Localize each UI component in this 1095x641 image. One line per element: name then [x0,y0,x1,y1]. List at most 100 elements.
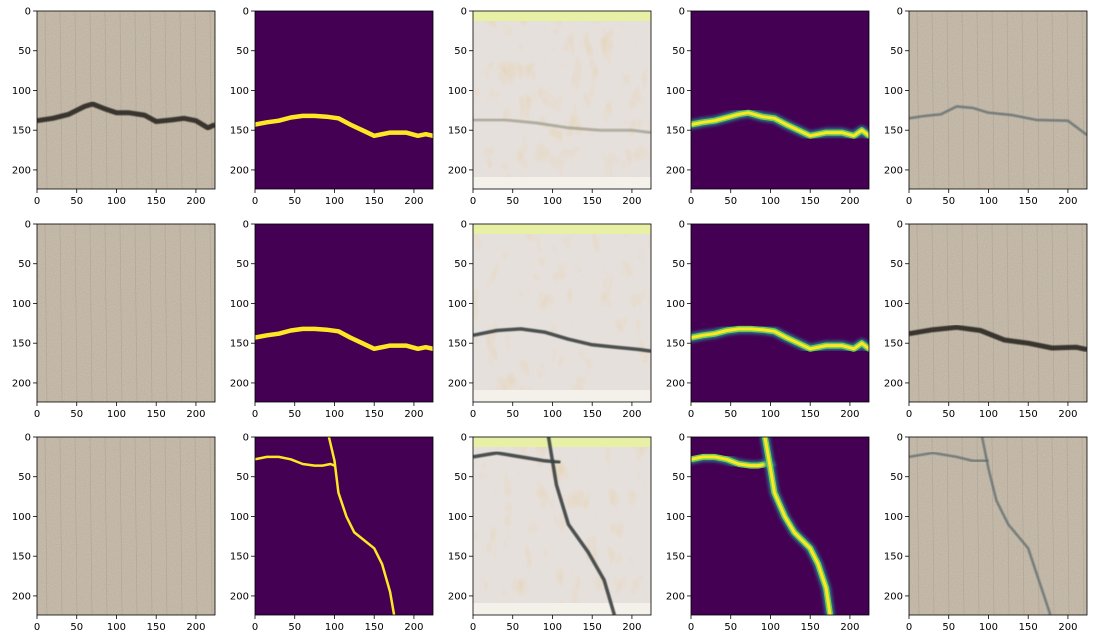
generated-top-band [473,437,651,447]
heatmap-core [691,455,772,468]
y-tick-label: 100 [448,512,467,523]
photo-crack [37,101,215,131]
x-tick-label: 100 [761,196,780,207]
x-tick-label: 100 [107,622,126,633]
y-tick-label: 200 [448,591,467,602]
x-tick-label: 200 [622,196,641,207]
y-tick-label: 200 [884,591,903,602]
axes-frame [254,10,434,190]
y-tick-label: 100 [884,512,903,523]
photo-grain [1021,224,1025,402]
photo-grain [991,11,995,189]
mask-background [691,11,869,189]
y-tick-label: 50 [672,46,685,57]
x-tick-label: 100 [761,409,780,420]
y-tick-label: 150 [12,339,31,350]
x-tick-label: 50 [942,409,955,420]
x-tick-label: 100 [107,409,126,420]
y-tick-label: 150 [666,126,685,137]
generated-crack [473,118,651,135]
mask-background [255,224,433,402]
photo-grain [134,11,138,189]
photo-grain [179,11,183,189]
y-tick-label: 0 [897,433,903,444]
mask-background [255,11,433,189]
generated-bottom-band [473,603,651,615]
x-tick-label: 100 [325,409,344,420]
y-tick-label: 150 [12,552,31,563]
photo-texture [909,224,1087,402]
photo-crack [909,105,1087,137]
photo-grain [119,224,123,402]
y-tick-label: 0 [897,7,903,18]
panel-image [473,437,651,615]
y-tick-label: 0 [897,220,903,231]
y-tick-label: 100 [666,299,685,310]
x-tick-label: 100 [325,622,344,633]
photo-grain [1081,11,1085,189]
x-tick-label: 50 [506,196,519,207]
x-tick-label: 50 [70,196,83,207]
photo-grain [194,437,198,615]
y-tick-label: 200 [448,165,467,176]
axes-frame [36,223,216,403]
y-tick-label: 0 [25,220,31,231]
photo-grain [916,437,920,615]
y-tick-label: 50 [18,46,31,57]
x-tick-label: 100 [761,622,780,633]
x-tick-label: 150 [147,196,166,207]
panel-image [473,224,651,402]
x-tick-label: 50 [288,409,301,420]
y-tick-label: 50 [236,472,249,483]
x-tick-label: 150 [1019,409,1038,420]
generated-top-band [473,11,651,21]
x-tick-label: 0 [470,622,476,633]
y-tick-label: 0 [243,220,249,231]
photo-grain [1006,224,1010,402]
photo-grain [1081,224,1085,402]
axes-frame [690,10,870,190]
y-tick-label: 200 [448,378,467,389]
photo-grain [194,224,198,402]
photo-grain [59,11,63,189]
y-tick-label: 100 [230,299,249,310]
y-tick-label: 200 [230,378,249,389]
axes-frame [254,436,434,616]
y-tick-label: 150 [884,126,903,137]
x-tick-label: 150 [801,409,820,420]
x-tick-label: 0 [906,409,912,420]
x-tick-label: 200 [1058,409,1077,420]
panel-image [691,224,869,402]
x-tick-label: 50 [724,409,737,420]
panel-r3c2: 0 50 100 150 200 0 50 100 150 200 [230,433,434,633]
photo-grain [946,437,950,615]
y-tick-label: 50 [454,46,467,57]
photo-grain [1021,11,1025,189]
x-tick-label: 50 [506,622,519,633]
photo-grain [134,224,138,402]
y-tick-label: 150 [448,126,467,137]
photo-grain [179,437,183,615]
photo-grain [119,437,123,615]
x-tick-label: 150 [583,622,602,633]
photo-grain [74,11,78,189]
mask-background [255,437,433,615]
x-tick-label: 0 [470,196,476,207]
heatmap-core [763,437,832,615]
photo-grain [89,11,93,189]
panel-r1c1: 0 50 100 150 200 0 50 100 150 200 [12,7,216,207]
mask-crack [255,113,433,139]
generated-texture [473,224,651,402]
axes-frame [36,436,216,616]
y-tick-label: 50 [18,259,31,270]
photo-grain [1036,437,1040,615]
y-tick-label: 150 [884,339,903,350]
y-tick-label: 200 [12,378,31,389]
generated-top-band [473,224,651,234]
photo-grain [976,11,980,189]
axes-frame [36,10,216,190]
y-tick-label: 50 [672,259,685,270]
photo-grain [961,11,965,189]
y-tick-label: 150 [666,552,685,563]
